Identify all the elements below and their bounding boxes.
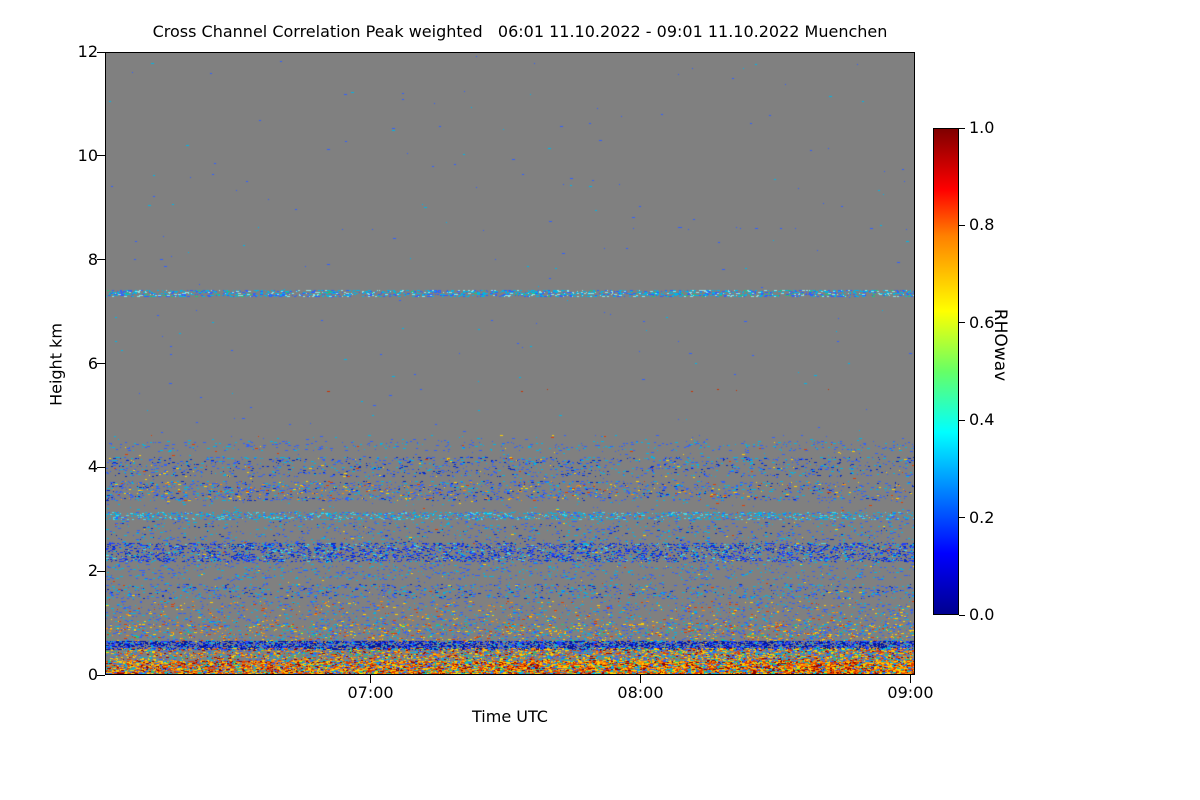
colorbar-tick-mark (959, 127, 965, 129)
colorbar-tick-label: 0.8 (969, 215, 995, 235)
x-tick-label: 07:00 (347, 683, 394, 702)
x-tick-mark (909, 675, 911, 683)
x-tick-mark (639, 675, 641, 683)
colorbar-tick-mark (959, 517, 965, 519)
plot-area (105, 52, 915, 675)
y-tick-mark (97, 363, 105, 364)
y-tick-mark (97, 155, 105, 157)
x-tick-label: 08:00 (617, 683, 664, 702)
colorbar-tick-label: 0.6 (969, 312, 995, 332)
x-tick-label: 09:00 (887, 683, 934, 702)
colorbar-tick-label: 0.0 (969, 605, 995, 624)
colorbar-gradient (934, 129, 958, 614)
y-tick-label: 10 (77, 145, 98, 165)
colorbar (933, 128, 959, 615)
y-tick-mark (97, 259, 105, 261)
colorbar-tick-mark (959, 419, 965, 421)
y-tick-label: 4 (87, 457, 98, 477)
y-tick-mark (97, 466, 105, 468)
chart-title: Cross Channel Correlation Peak weighted … (152, 22, 888, 41)
y-tick-label: 2 (87, 561, 98, 581)
y-tick-mark (97, 51, 105, 53)
colorbar-label: RHOwav (990, 308, 1010, 382)
y-tick-mark (97, 570, 105, 572)
y-tick-label: 0 (87, 665, 98, 684)
colorbar-tick-label: 1.0 (969, 118, 995, 137)
colorbar-tick-mark (959, 614, 965, 616)
colorbar-tick-mark (959, 322, 965, 324)
y-tick-label: 6 (87, 353, 98, 373)
y-tick-mark (97, 674, 105, 676)
colorbar-tick-label: 0.2 (969, 507, 995, 527)
y-tick-label: 8 (87, 249, 98, 269)
y-tick-label: 12 (77, 42, 98, 61)
colorbar-tick-label: 0.4 (969, 410, 995, 430)
colorbar-tick-mark (959, 224, 965, 226)
x-tick-mark (370, 675, 372, 683)
x-axis-label: Time UTC (472, 707, 548, 726)
heatmap-canvas (106, 53, 914, 674)
